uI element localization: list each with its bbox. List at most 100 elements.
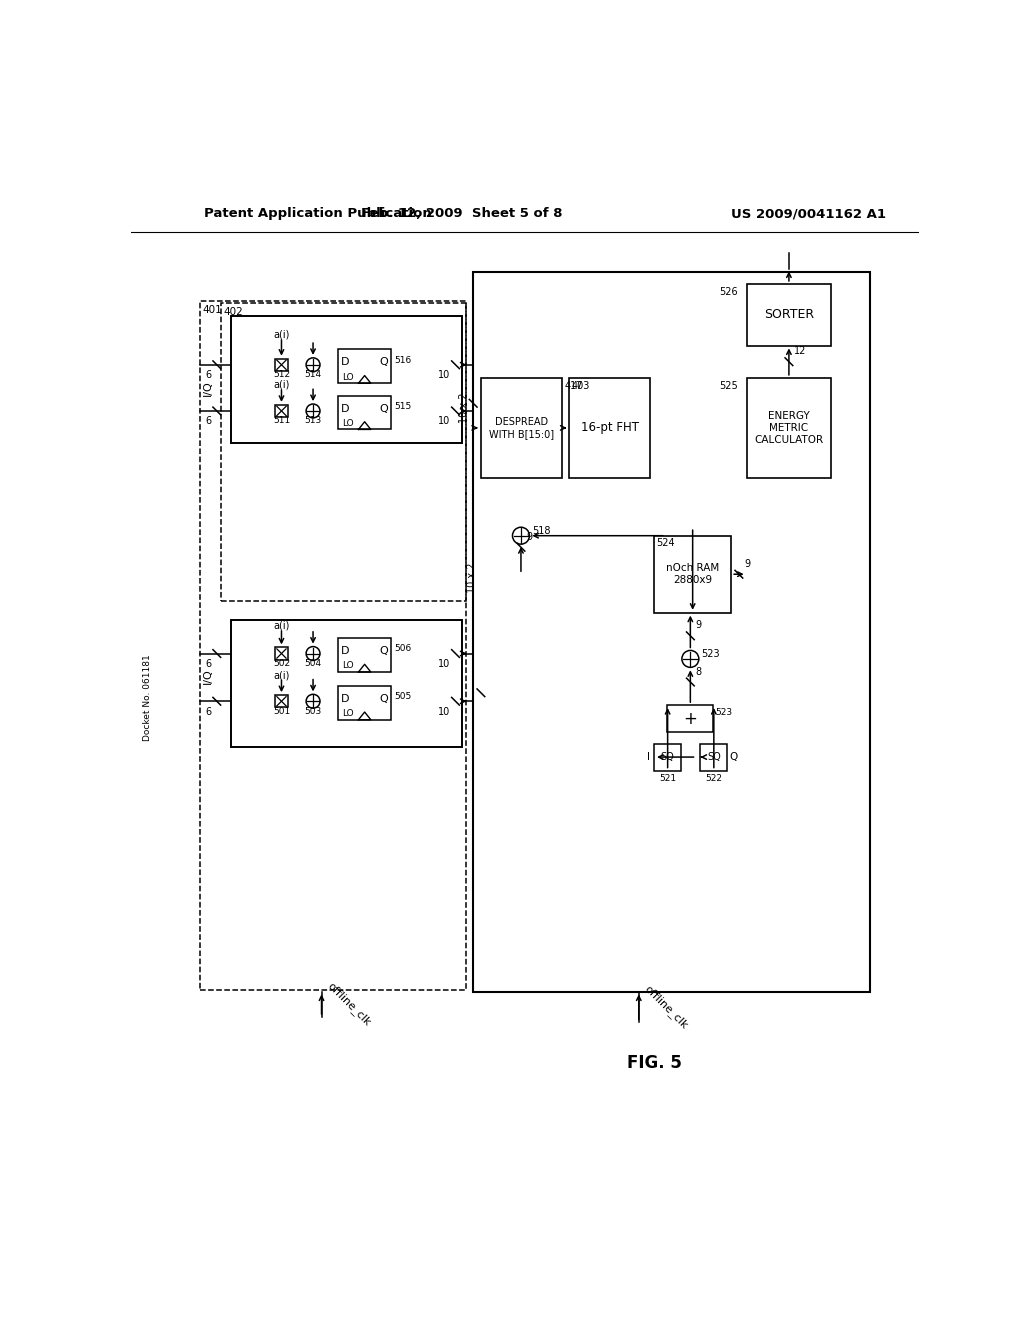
Text: 401: 401 bbox=[202, 305, 222, 315]
Circle shape bbox=[306, 358, 319, 372]
Text: 10: 10 bbox=[438, 370, 451, 380]
Text: D: D bbox=[341, 404, 349, 413]
Bar bbox=[339, 686, 391, 719]
Text: 524: 524 bbox=[656, 539, 675, 548]
Text: I: I bbox=[647, 752, 650, 762]
Text: a(i): a(i) bbox=[273, 330, 290, 339]
Text: 521: 521 bbox=[659, 774, 676, 783]
Text: 523: 523 bbox=[716, 709, 733, 717]
Text: 402: 402 bbox=[223, 308, 244, 317]
Text: 6: 6 bbox=[205, 706, 211, 717]
Bar bbox=[668, 705, 714, 733]
Text: 525: 525 bbox=[720, 380, 738, 391]
Text: 6: 6 bbox=[205, 370, 211, 380]
Bar bbox=[339, 396, 391, 429]
Text: Q: Q bbox=[380, 647, 388, 656]
Text: SQ: SQ bbox=[707, 752, 721, 762]
Text: Feb. 12, 2009  Sheet 5 of 8: Feb. 12, 2009 Sheet 5 of 8 bbox=[360, 207, 562, 220]
Text: 518: 518 bbox=[531, 527, 550, 536]
Text: a(i): a(i) bbox=[273, 380, 290, 389]
Bar bbox=[230, 620, 462, 747]
Text: SQ: SQ bbox=[660, 752, 675, 762]
Bar bbox=[339, 638, 391, 672]
Text: US 2009/0041162 A1: US 2009/0041162 A1 bbox=[731, 207, 886, 220]
Bar bbox=[473, 272, 869, 991]
Text: Docket No. 061181: Docket No. 061181 bbox=[143, 653, 152, 741]
Bar bbox=[275, 359, 288, 371]
Text: 9: 9 bbox=[695, 620, 701, 631]
Text: LO: LO bbox=[342, 372, 354, 381]
Bar bbox=[221, 304, 466, 601]
Text: 515: 515 bbox=[394, 401, 412, 411]
Text: offline_clk: offline_clk bbox=[326, 979, 373, 1028]
Text: +: + bbox=[683, 710, 697, 727]
Bar bbox=[200, 301, 466, 990]
Circle shape bbox=[306, 694, 319, 708]
Text: I/Q: I/Q bbox=[203, 380, 213, 396]
Text: D: D bbox=[341, 647, 349, 656]
Circle shape bbox=[306, 647, 319, 660]
Text: 16-pt FHT: 16-pt FHT bbox=[581, 421, 639, 434]
Text: 8: 8 bbox=[695, 667, 701, 677]
Text: 9: 9 bbox=[744, 558, 751, 569]
Bar bbox=[569, 378, 650, 478]
Text: LO: LO bbox=[342, 661, 354, 671]
Text: 10: 10 bbox=[438, 706, 451, 717]
Text: 10 x 2: 10 x 2 bbox=[459, 392, 469, 424]
Bar bbox=[654, 743, 681, 771]
Text: FIG. 5: FIG. 5 bbox=[627, 1055, 682, 1072]
Text: D: D bbox=[341, 694, 349, 704]
Text: LO: LO bbox=[342, 418, 354, 428]
Text: Q: Q bbox=[380, 694, 388, 704]
Bar bbox=[746, 378, 831, 478]
Text: Q: Q bbox=[380, 358, 388, 367]
Text: 9: 9 bbox=[526, 532, 532, 543]
Text: 523: 523 bbox=[701, 649, 720, 659]
Bar bbox=[230, 317, 462, 444]
Text: Patent Application Publication: Patent Application Publication bbox=[204, 207, 431, 220]
Text: 10: 10 bbox=[438, 416, 451, 426]
Text: 506: 506 bbox=[394, 644, 412, 653]
Text: 417: 417 bbox=[564, 380, 583, 391]
Text: 10: 10 bbox=[438, 659, 451, 669]
Text: 12: 12 bbox=[795, 346, 807, 356]
Text: Q: Q bbox=[730, 752, 738, 762]
Text: offline_clk: offline_clk bbox=[643, 983, 690, 1031]
Text: nOch RAM
2880x9: nOch RAM 2880x9 bbox=[666, 564, 719, 585]
Text: 522: 522 bbox=[706, 774, 722, 783]
Text: Q: Q bbox=[380, 404, 388, 413]
Circle shape bbox=[512, 527, 529, 544]
Bar bbox=[339, 350, 391, 383]
Text: a(i): a(i) bbox=[273, 620, 290, 631]
Text: SORTER: SORTER bbox=[764, 308, 814, 321]
Text: DESPREAD
WITH B[15:0]: DESPREAD WITH B[15:0] bbox=[488, 417, 554, 438]
Text: 10 x 2: 10 x 2 bbox=[467, 562, 476, 593]
Text: a(i): a(i) bbox=[273, 671, 290, 680]
Bar bbox=[746, 284, 831, 346]
Circle shape bbox=[682, 651, 698, 668]
Text: 513: 513 bbox=[304, 417, 322, 425]
Text: 511: 511 bbox=[272, 417, 290, 425]
Text: 526: 526 bbox=[720, 286, 738, 297]
Text: 6: 6 bbox=[205, 416, 211, 426]
Bar bbox=[275, 647, 288, 660]
Text: 516: 516 bbox=[394, 355, 412, 364]
Text: 503: 503 bbox=[304, 706, 322, 715]
Bar bbox=[700, 743, 727, 771]
Bar bbox=[275, 405, 288, 417]
Text: 514: 514 bbox=[304, 371, 322, 379]
Bar bbox=[275, 696, 288, 708]
Text: LO: LO bbox=[342, 709, 354, 718]
Text: I/Q: I/Q bbox=[203, 669, 213, 685]
Text: 501: 501 bbox=[272, 706, 290, 715]
Text: ENERGY
METRIC
CALCULATOR: ENERGY METRIC CALCULATOR bbox=[755, 412, 823, 445]
Text: 403: 403 bbox=[571, 380, 590, 391]
Bar bbox=[654, 536, 731, 612]
Text: 6: 6 bbox=[205, 659, 211, 669]
Text: 512: 512 bbox=[273, 371, 290, 379]
Circle shape bbox=[306, 404, 319, 418]
Text: 502: 502 bbox=[273, 659, 290, 668]
Bar bbox=[481, 378, 562, 478]
Text: D: D bbox=[341, 358, 349, 367]
Text: 504: 504 bbox=[304, 659, 322, 668]
